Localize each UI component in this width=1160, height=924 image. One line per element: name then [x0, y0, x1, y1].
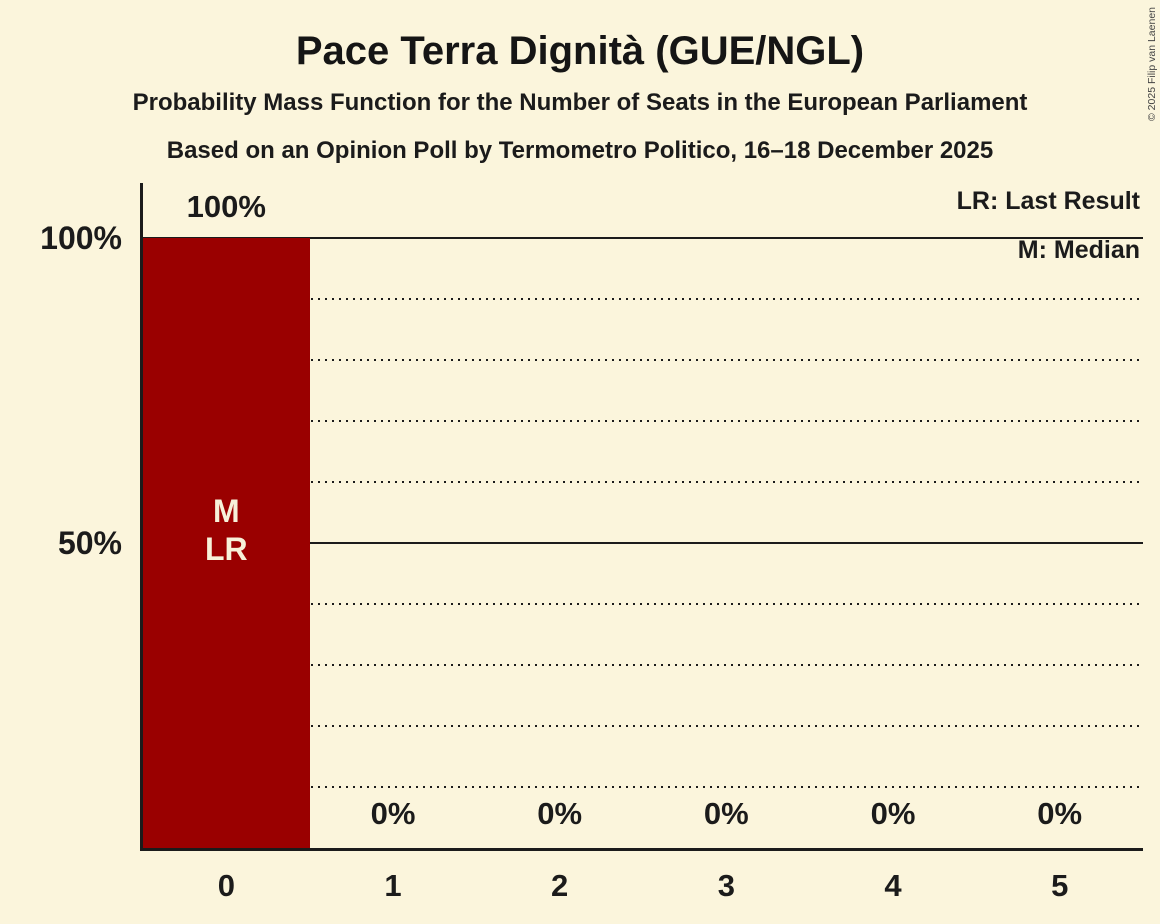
bar-annotation-median-last-result: M LR [205, 493, 248, 567]
chart-poll-source: Based on an Opinion Poll by Termometro P… [166, 137, 994, 164]
chart-subtitle: Probability Mass Function for the Number… [132, 89, 1028, 116]
gridline-solid-50 [143, 542, 1143, 544]
gridline-dotted-90 [143, 298, 1143, 300]
bar-value-label-2: 0% [537, 796, 583, 831]
x-axis-labels: 0 1 2 3 4 5 [143, 867, 1143, 905]
bar-value-label-3: 0% [703, 796, 749, 831]
gridline-dotted-60 [143, 481, 1143, 483]
legend-last-result: LR: Last Result [956, 187, 1140, 215]
x-tick-label-0: 0 [217, 868, 235, 903]
gridline-dotted-40 [143, 603, 1143, 605]
bar-value-label-1: 0% [370, 796, 416, 831]
bar-value-label-0: 100% [186, 189, 266, 224]
x-tick-label-4: 4 [884, 868, 902, 903]
bar-seats-0 [143, 238, 310, 848]
x-tick-label-5: 5 [1051, 868, 1069, 903]
gridline-dotted-30 [143, 664, 1143, 666]
gridline-dotted-20 [143, 725, 1143, 727]
y-tick-label-100: 100% [40, 220, 122, 256]
gridline-solid-100 [143, 237, 1143, 239]
copyright-notice: © 2025 Filip van Laenen [1146, 7, 1158, 121]
x-tick-label-1: 1 [384, 868, 402, 903]
legend-median: M: Median [1017, 236, 1140, 264]
chart-title: Pace Terra Dignità (GUE/NGL) [295, 29, 865, 73]
gridline-dotted-70 [143, 420, 1143, 422]
y-tick-label-50: 50% [57, 525, 122, 561]
bar-value-label-5: 0% [1037, 796, 1083, 831]
plot-area: 100% 0% 0% 0% 0% 0% M LR [140, 183, 1143, 851]
gridline-dotted-10 [143, 786, 1143, 788]
x-tick-label-2: 2 [551, 868, 569, 903]
gridline-dotted-80 [143, 359, 1143, 361]
bar-value-label-4: 0% [870, 796, 916, 831]
x-tick-label-3: 3 [717, 868, 735, 903]
